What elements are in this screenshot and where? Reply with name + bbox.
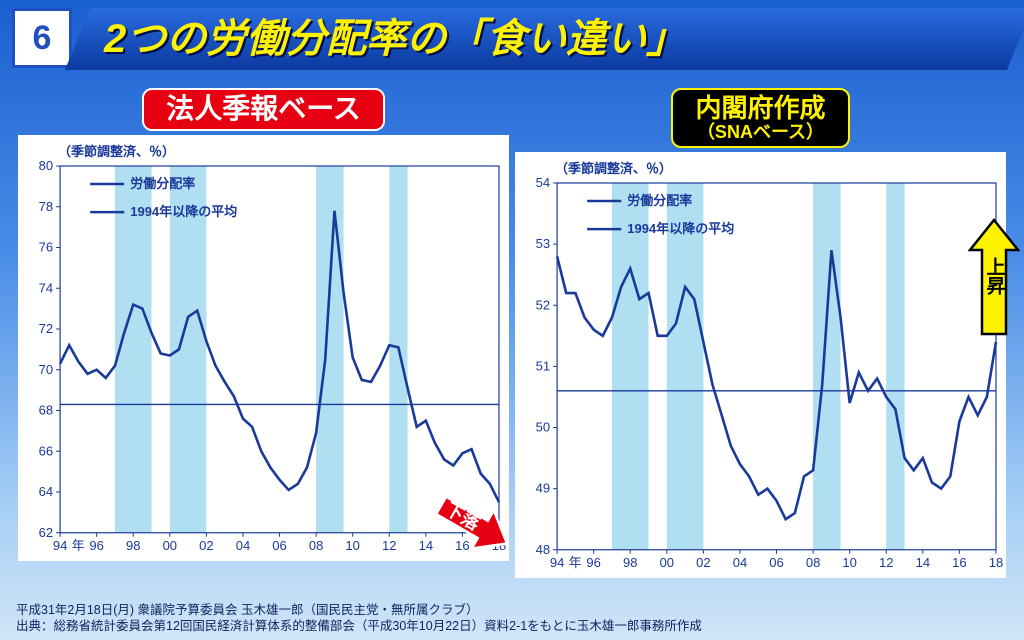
svg-text:62: 62 xyxy=(39,525,53,540)
svg-text:06: 06 xyxy=(272,538,286,553)
svg-text:98: 98 xyxy=(623,555,637,570)
arrow-down: 下落 xyxy=(423,494,513,564)
svg-text:94: 94 xyxy=(53,538,67,553)
svg-text:68: 68 xyxy=(39,402,53,417)
svg-text:48: 48 xyxy=(536,542,550,557)
svg-text:96: 96 xyxy=(586,555,600,570)
footer: 平成31年2月18日(月) 衆議院予算委員会 玉木雄一郎（国民民主党・無所属クラ… xyxy=(16,602,1008,635)
svg-text:10: 10 xyxy=(842,555,856,570)
svg-text:64: 64 xyxy=(39,484,53,499)
arrow-up: 上昇 xyxy=(968,218,1020,338)
chart-left-label: 法人季報ベース xyxy=(142,88,385,131)
svg-text:12: 12 xyxy=(879,555,893,570)
svg-text:66: 66 xyxy=(39,443,53,458)
svg-text:上昇: 上昇 xyxy=(984,257,1006,296)
chart-right-label: 内閣府作成 （SNAベース） xyxy=(671,88,849,148)
svg-text:49: 49 xyxy=(536,481,550,496)
chart-right-label-sub: （SNAベース） xyxy=(695,123,825,143)
svg-text:00: 00 xyxy=(163,538,177,553)
svg-text:51: 51 xyxy=(536,359,550,374)
header: 6 2つの労働分配率の「食い違い」 xyxy=(0,0,1024,74)
svg-text:50: 50 xyxy=(536,420,550,435)
chart-right-subtitle: （季節調整済、％） xyxy=(515,152,1006,177)
svg-text:12: 12 xyxy=(382,538,396,553)
footer-line-1: 平成31年2月18日(月) 衆議院予算委員会 玉木雄一郎（国民民主党・無所属クラ… xyxy=(16,602,1008,618)
page-title: 2つの労働分配率の「食い違い」 xyxy=(90,8,1012,70)
svg-text:53: 53 xyxy=(536,237,550,252)
svg-text:06: 06 xyxy=(769,555,783,570)
svg-text:労働分配率: 労働分配率 xyxy=(130,176,195,191)
svg-text:02: 02 xyxy=(696,555,710,570)
svg-text:18: 18 xyxy=(989,555,1003,570)
title-wrap: 2つの労働分配率の「食い違い」 xyxy=(90,8,1012,74)
chart-right-label-main: 内閣府作成 xyxy=(695,93,825,123)
page-number-badge: 6 xyxy=(12,8,72,68)
svg-text:70: 70 xyxy=(39,362,53,377)
svg-text:労働分配率: 労働分配率 xyxy=(627,193,692,208)
chart-right-svg: 48 49 50 51 52 53 54 94 96 98 00 02 04 06 08 10 12 14 16 18… xyxy=(515,177,1006,578)
chart-right-box: （季節調整済、％） 48 49 50 51 52 53 54 94 96 98 00 02 04 06 08… xyxy=(515,152,1006,578)
svg-text:98: 98 xyxy=(126,538,140,553)
svg-text:78: 78 xyxy=(39,199,53,214)
svg-text:04: 04 xyxy=(236,538,250,553)
svg-text:76: 76 xyxy=(39,239,53,254)
svg-text:1994年以降の平均: 1994年以降の平均 xyxy=(627,222,734,237)
svg-text:54: 54 xyxy=(536,177,550,190)
svg-text:年: 年 xyxy=(72,538,85,553)
svg-text:80: 80 xyxy=(39,160,53,173)
charts-row: 法人季報ベース （季節調整済、％） 62 64 66 68 70 72 74 76 78 80 94… xyxy=(0,74,1024,578)
chart-left-subtitle: （季節調整済、％） xyxy=(18,135,509,160)
chart-left-column: 法人季報ベース （季節調整済、％） 62 64 66 68 70 72 74 76 78 80 94… xyxy=(18,88,509,578)
svg-text:14: 14 xyxy=(916,555,930,570)
svg-text:02: 02 xyxy=(199,538,213,553)
footer-line-2: 出典：総務省統計委員会第12回国民経済計算体系的整備部会（平成30年10月22日… xyxy=(16,618,1008,634)
svg-text:96: 96 xyxy=(89,538,103,553)
svg-text:1994年以降の平均: 1994年以降の平均 xyxy=(130,204,237,219)
svg-text:52: 52 xyxy=(536,298,550,313)
svg-text:04: 04 xyxy=(733,555,747,570)
svg-text:72: 72 xyxy=(39,321,53,336)
svg-text:10: 10 xyxy=(345,538,359,553)
chart-right-column: 内閣府作成 （SNAベース） （季節調整済、％） 48 49 50 51 52 53 54 9… xyxy=(515,88,1006,578)
svg-text:年: 年 xyxy=(569,555,582,570)
svg-text:94: 94 xyxy=(550,555,564,570)
svg-text:74: 74 xyxy=(39,280,53,295)
svg-text:08: 08 xyxy=(806,555,820,570)
svg-text:00: 00 xyxy=(660,555,674,570)
svg-text:16: 16 xyxy=(952,555,966,570)
svg-text:08: 08 xyxy=(309,538,323,553)
